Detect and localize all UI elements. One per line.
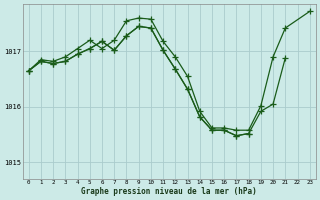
X-axis label: Graphe pression niveau de la mer (hPa): Graphe pression niveau de la mer (hPa) <box>81 187 257 196</box>
